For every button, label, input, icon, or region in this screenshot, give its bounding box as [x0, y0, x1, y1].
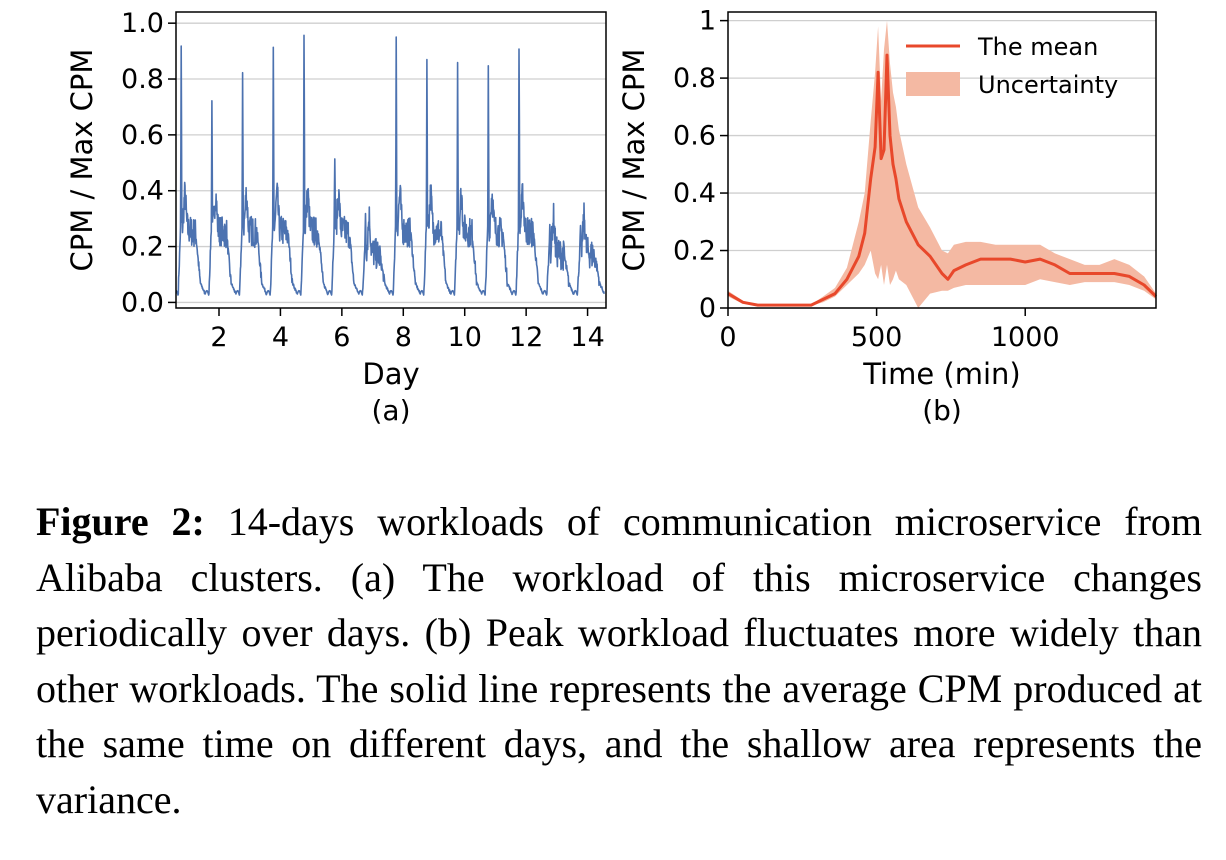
legend-uncertainty-label: Uncertainty	[978, 71, 1118, 99]
panel-a-subfigure-label: (a)	[371, 394, 410, 427]
a-x-tick-label: 14	[570, 322, 604, 353]
panel-b-subfigure-label: (b)	[922, 394, 962, 427]
panel-b-mean-line	[727, 53, 1158, 307]
b-y-tick-label: 1	[699, 6, 716, 37]
b-y-tick-label: 0.8	[673, 63, 716, 94]
b-x-tick-label: 500	[851, 322, 903, 353]
legend-uncertainty-swatch	[906, 72, 960, 96]
panel-b-uncertainty-band	[728, 20, 1156, 308]
a-x-tick-label: 6	[333, 322, 350, 353]
panel-b-ticks: 0 0.2 0.4 0.6 0.8 1 0 500 1000	[673, 6, 1060, 353]
panel-a-y-axis-label: CPM / Max CPM	[65, 49, 99, 272]
b-y-tick-label: 0.4	[673, 178, 716, 209]
b-y-tick-label: 0.6	[673, 121, 716, 152]
a-y-tick-label: 0.2	[121, 232, 164, 263]
a-y-tick-label: 0.8	[121, 64, 164, 95]
legend-mean-label: The mean	[977, 33, 1098, 61]
a-y-tick-label: 0.6	[121, 120, 164, 151]
figure-charts: 0.00.20.40.60.81.02 4 6 8 10 12 14 Day CPM / M…	[65, 6, 1158, 427]
a-y-tick-label: 0.4	[121, 176, 164, 207]
a-y-tick-label: 0.0	[121, 287, 164, 318]
a-x-tick-label: 4	[272, 322, 289, 353]
panel-b-x-axis-label: Time (min)	[862, 357, 1021, 391]
a-x-tick-label: 2	[210, 322, 227, 353]
a-x-tick-label: 10	[448, 322, 482, 353]
b-y-tick-label: 0.2	[673, 236, 716, 267]
caption-text: 14-days workloads of communication micro…	[36, 499, 1202, 822]
b-y-tick-label: 0	[699, 293, 716, 324]
b-x-tick-label: 0	[719, 322, 736, 353]
panel-a-ticks: 0.0 0.2 0.4 0.6 0.8 1.0 2 4 6 8 10 12 14	[121, 8, 605, 353]
panel-b-plot-frame	[727, 11, 1157, 309]
a-x-tick-label: 12	[509, 322, 543, 353]
panel-a-workload-line	[175, 34, 605, 296]
panel-b-y-axis-label: CPM / Max CPM	[617, 49, 651, 272]
panel-a-gridlines	[176, 22, 606, 304]
figure-caption: Figure 2: 14-days workloads of communica…	[36, 494, 1202, 827]
panel-b-legend: The mean Uncertainty	[906, 33, 1118, 99]
panel-a-plot-frame	[175, 11, 607, 309]
a-x-tick-label: 8	[395, 322, 412, 353]
a-y-tick-label: 1.0	[121, 8, 164, 39]
panel-a-chart: 0.0 0.2 0.4 0.6 0.8 1.0 2 4 6 8 10 12 14 Day CPM / M…	[65, 8, 607, 427]
caption-label: Figure 2:	[36, 499, 205, 544]
panel-a-x-axis-label: Day	[362, 357, 419, 391]
b-x-tick-label: 1000	[991, 322, 1060, 353]
panel-b-chart: 0 0.2 0.4 0.6 0.8 1 0 500 1000 The mean Uncertai…	[617, 6, 1158, 427]
